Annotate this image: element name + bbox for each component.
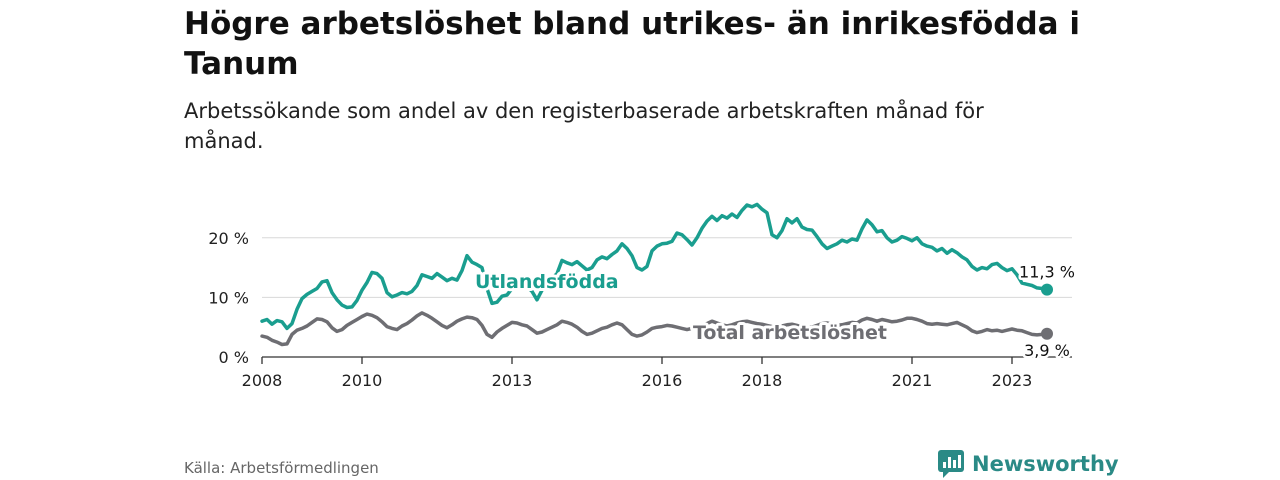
series-endpoint-utlandsfodda — [1041, 283, 1053, 296]
chart-title: Högre arbetslöshet bland utrikes- än inr… — [184, 6, 1080, 82]
end-label-total: 3,9 % — [1024, 341, 1070, 360]
series-lines — [260, 202, 1053, 347]
source-note: Källa: Arbetsförmedlingen — [184, 459, 379, 477]
y-axis-ticks: 0 % 10 % 20 % — [208, 229, 249, 367]
y-tick-label: 10 % — [208, 288, 249, 307]
newsworthy-logo-icon — [938, 450, 964, 478]
x-tick-label: 2021 — [892, 371, 933, 390]
series-line-total — [260, 311, 1049, 347]
x-tick-label: 2010 — [342, 371, 383, 390]
x-tick-label: 2013 — [492, 371, 533, 390]
y-tick-label: 20 % — [208, 229, 249, 248]
x-tick-label: 2016 — [642, 371, 683, 390]
x-tick-label: 2018 — [742, 371, 783, 390]
end-label-utlandsfodda: 11,3 % — [1019, 263, 1075, 282]
series-line-utlandsfodda — [260, 202, 1049, 331]
series-label-total: Total arbetslöshet — [693, 322, 887, 344]
series-endpoint-total — [1041, 327, 1053, 340]
gridlines — [262, 237, 1072, 298]
x-tick-label: 2023 — [992, 371, 1033, 390]
chart-subtitle: Arbetssökande som andel av den registerb… — [184, 99, 984, 153]
x-tick-label: 2008 — [242, 371, 283, 390]
brand-logo: Newsworthy — [938, 450, 1119, 478]
series-label-utlandsfodda: Utlandsfödda — [475, 271, 619, 293]
y-tick-label: 0 % — [219, 348, 249, 367]
brand-name: Newsworthy — [972, 452, 1119, 476]
series-labels: Utlandsfödda Total arbetslöshet 11,3 % 3,9 … — [472, 260, 1077, 362]
x-axis: 2008 2010 2013 2016 2018 2021 2023 — [242, 356, 1072, 390]
